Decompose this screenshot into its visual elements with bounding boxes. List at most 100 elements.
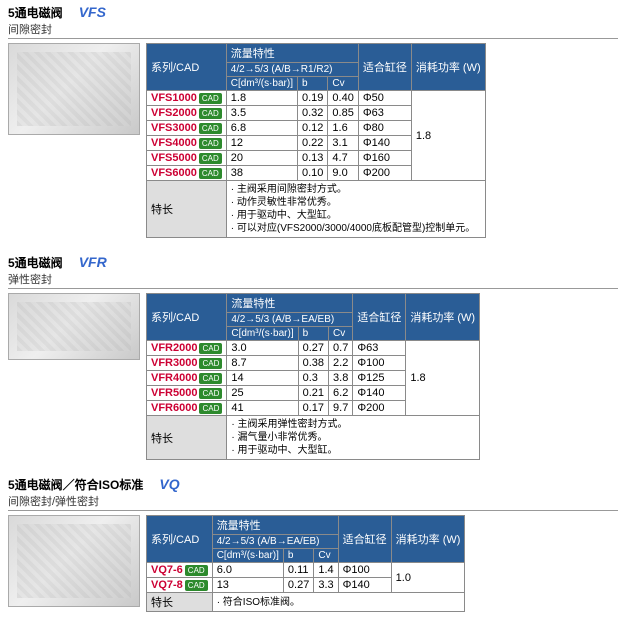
cv-cell: 0.7 (329, 341, 353, 356)
series-link[interactable]: VFS6000 (151, 167, 197, 179)
col-flowsub: 4/2→5/3 (A/B→EA/EB) (227, 313, 353, 327)
series-cell[interactable]: VFR3000CAD (147, 356, 227, 371)
cad-icon[interactable]: CAD (199, 358, 222, 369)
series-link[interactable]: VQ7-8 (151, 579, 183, 591)
cv-cell: 0.85 (328, 106, 358, 121)
c-cell: 3.5 (226, 106, 297, 121)
col-series: 系列/CAD (147, 516, 213, 563)
b-cell: 0.17 (298, 401, 328, 416)
cv-cell: 6.2 (329, 386, 353, 401)
cad-icon[interactable]: CAD (199, 153, 222, 164)
series-cell[interactable]: VFR5000CAD (147, 386, 227, 401)
cad-icon[interactable]: CAD (199, 388, 222, 399)
series-cell[interactable]: VFS4000CAD (147, 136, 227, 151)
b-cell: 0.19 (298, 91, 328, 106)
col-power: 消耗功率 (W) (411, 44, 485, 91)
cv-cell: 4.7 (328, 151, 358, 166)
series-cell[interactable]: VFS5000CAD (147, 151, 227, 166)
col-power: 消耗功率 (W) (391, 516, 465, 563)
col-b: b (283, 549, 313, 563)
b-cell: 0.32 (298, 106, 328, 121)
series-link[interactable]: VFS1000 (151, 92, 197, 104)
product-section: 5通电磁阀／符合ISO标准 VQ间隙密封/弹性密封 系列/CAD 流量特性 适合… (0, 472, 626, 616)
col-flowsub: 4/2→5/3 (A/B→R1/R2) (226, 63, 358, 77)
b-cell: 0.27 (283, 578, 313, 593)
table-row: VFR2000CAD 3.0 0.27 0.7 Φ63 1.8 (147, 341, 480, 356)
col-flow: 流量特性 (212, 516, 338, 535)
char-label: 特长 (147, 416, 227, 460)
col-bore: 适合缸径 (338, 516, 391, 563)
cad-icon[interactable]: CAD (185, 565, 208, 576)
b-cell: 0.27 (298, 341, 328, 356)
series-link[interactable]: VFR2000 (151, 342, 197, 354)
cad-icon[interactable]: CAD (199, 343, 222, 354)
power-cell: 1.0 (391, 563, 465, 593)
product-section: 5通电磁阀 VFR弹性密封 系列/CAD 流量特性 适合缸径 消耗功率 (W)4… (0, 250, 626, 464)
b-cell: 0.12 (298, 121, 328, 136)
bore-cell: Φ63 (353, 341, 406, 356)
series-cell[interactable]: VFR4000CAD (147, 371, 227, 386)
series-link[interactable]: VFR5000 (151, 387, 197, 399)
series-link[interactable]: VFR3000 (151, 357, 197, 369)
series-cell[interactable]: VFR6000CAD (147, 401, 227, 416)
c-cell: 3.0 (227, 341, 298, 356)
c-cell: 25 (227, 386, 298, 401)
series-cell[interactable]: VFS6000CAD (147, 166, 227, 181)
series-cell[interactable]: VQ7-6CAD (147, 563, 213, 578)
cad-icon[interactable]: CAD (199, 138, 222, 149)
series-link[interactable]: VFS5000 (151, 152, 197, 164)
series-link[interactable]: VFR4000 (151, 372, 197, 384)
c-cell: 8.7 (227, 356, 298, 371)
series-link[interactable]: VFS3000 (151, 122, 197, 134)
cad-icon[interactable]: CAD (199, 108, 222, 119)
col-c: C[dm³/(s·bar)] (227, 327, 298, 341)
col-cv: Cv (314, 549, 338, 563)
cad-icon[interactable]: CAD (185, 580, 208, 591)
c-cell: 20 (226, 151, 297, 166)
table-row: VQ7-6CAD 6.0 0.11 1.4 Φ100 1.0 (147, 563, 465, 578)
series-link[interactable]: VQ7-6 (151, 564, 183, 576)
col-bore: 适合缸径 (353, 294, 406, 341)
b-cell: 0.11 (283, 563, 313, 578)
cv-cell: 9.7 (329, 401, 353, 416)
section-title-cn: 5通电磁阀／符合ISO标准 (8, 476, 143, 493)
series-cell[interactable]: VFS3000CAD (147, 121, 227, 136)
series-cell[interactable]: VFS2000CAD (147, 106, 227, 121)
cad-icon[interactable]: CAD (199, 168, 222, 179)
bore-cell: Φ80 (358, 121, 411, 136)
series-cell[interactable]: VQ7-8CAD (147, 578, 213, 593)
spec-table: 系列/CAD 流量特性 适合缸径 消耗功率 (W) 4/2→5/3 (A/B→EA… (146, 515, 465, 612)
section-subtitle: 间隙密封/弹性密封 (8, 493, 618, 511)
power-cell: 1.8 (411, 91, 485, 181)
cv-cell: 3.3 (314, 578, 338, 593)
c-cell: 38 (226, 166, 297, 181)
cad-icon[interactable]: CAD (199, 373, 222, 384)
series-cell[interactable]: VFS1000CAD (147, 91, 227, 106)
c-cell: 12 (226, 136, 297, 151)
b-cell: 0.22 (298, 136, 328, 151)
b-cell: 0.21 (298, 386, 328, 401)
bore-cell: Φ160 (358, 151, 411, 166)
cad-icon[interactable]: CAD (199, 93, 222, 104)
product-image (8, 515, 140, 607)
col-cv: Cv (329, 327, 353, 341)
cad-icon[interactable]: CAD (199, 403, 222, 414)
col-b: b (298, 77, 328, 91)
b-cell: 0.38 (298, 356, 328, 371)
c-cell: 6.8 (226, 121, 297, 136)
bore-cell: Φ140 (358, 136, 411, 151)
bore-cell: Φ100 (353, 356, 406, 371)
cv-cell: 1.4 (314, 563, 338, 578)
spec-table: 系列/CAD 流量特性 适合缸径 消耗功率 (W)4/2→5/3 (A/B→EA… (146, 293, 480, 460)
section-title-en: VQ (159, 476, 179, 492)
col-flowsub: 4/2→5/3 (A/B→EA/EB) (212, 535, 338, 549)
bore-cell: Φ50 (358, 91, 411, 106)
cad-icon[interactable]: CAD (199, 123, 222, 134)
series-cell[interactable]: VFR2000CAD (147, 341, 227, 356)
char-text: · 主阀采用间隙密封方式。· 动作灵敏性非常优秀。· 用于驱动中、大型缸。· 可… (226, 181, 485, 238)
series-link[interactable]: VFS2000 (151, 107, 197, 119)
series-link[interactable]: VFS4000 (151, 137, 197, 149)
series-link[interactable]: VFR6000 (151, 402, 197, 414)
col-c: C[dm³/(s·bar)] (226, 77, 297, 91)
b-cell: 0.10 (298, 166, 328, 181)
